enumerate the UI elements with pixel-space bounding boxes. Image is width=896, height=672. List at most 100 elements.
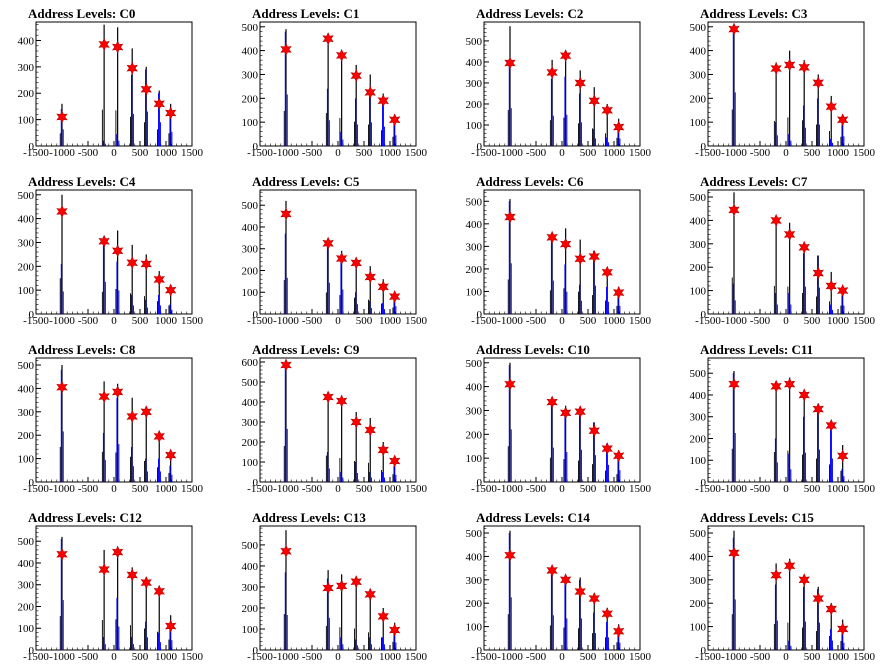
bar-blue-side xyxy=(619,305,621,314)
x-tick-label: 0 xyxy=(783,483,789,495)
bar-black-side xyxy=(144,460,145,482)
y-tick-label: 500 xyxy=(18,536,35,548)
x-tick-label: -1000 xyxy=(49,651,75,663)
peak-marker xyxy=(825,100,837,114)
bar-black-side xyxy=(144,628,145,650)
bar-black xyxy=(830,95,832,146)
bar-black xyxy=(830,271,832,314)
bar-black-side xyxy=(802,627,803,650)
peak-marker xyxy=(56,547,68,561)
bar-blue-side xyxy=(819,124,820,146)
bar-blue-side xyxy=(734,599,736,650)
x-tick-label: 1000 xyxy=(155,651,178,663)
x-tick-label: -1500 xyxy=(695,483,721,495)
bar-black-side xyxy=(787,286,789,314)
peak-marker xyxy=(574,252,586,266)
x-tick-label: 1500 xyxy=(181,651,204,663)
bar-black xyxy=(355,578,357,650)
x-tick-label: -1000 xyxy=(273,483,299,495)
chart-panel: Address Levels: C13 0 100 200 300 400 500 -1500… xyxy=(224,504,448,672)
bar-blue xyxy=(550,78,553,146)
peak-marker xyxy=(98,234,110,248)
bar-blue xyxy=(326,578,329,650)
peak-marker xyxy=(153,97,165,111)
x-tick-label: -1000 xyxy=(721,651,747,663)
peak-marker xyxy=(364,423,376,437)
bar-blue-side xyxy=(619,642,621,650)
bar-black-side xyxy=(592,295,593,314)
x-tick-label: 500 xyxy=(356,651,373,663)
bar-black xyxy=(327,394,329,482)
bar-black-side xyxy=(59,133,61,146)
bar-blue-side xyxy=(147,471,148,482)
chart-title: Address Levels: C10 xyxy=(476,342,590,357)
bar-black-side xyxy=(507,446,509,482)
chart-svg: 0 100 200 300 400 500 -1500 -1000 -500 0 500 1000 15… xyxy=(690,21,876,159)
bar-blue-side xyxy=(552,115,554,146)
bar-blue-side xyxy=(62,600,64,650)
bar-blue-side xyxy=(160,471,161,482)
peak-marker xyxy=(280,207,292,221)
peak-marker xyxy=(588,94,600,108)
bar-black-side xyxy=(130,625,131,650)
bar-black-side xyxy=(578,460,579,482)
bar-blue-side xyxy=(384,309,385,314)
bar-black xyxy=(369,266,371,314)
bar-blue xyxy=(606,286,608,314)
y-tick-label: 300 xyxy=(242,417,259,429)
peak-marker xyxy=(389,290,401,304)
x-tick-label: 1500 xyxy=(853,651,876,663)
bar-blue xyxy=(774,584,777,650)
bar-blue xyxy=(60,109,63,146)
y-tick-label: 500 xyxy=(18,360,35,372)
bar-black-side xyxy=(840,470,842,482)
bar-blue xyxy=(579,93,581,146)
bar-blue-side xyxy=(286,615,288,650)
x-tick-label: -1000 xyxy=(273,147,299,159)
bar-blue-side xyxy=(790,469,792,482)
bar-black xyxy=(355,412,357,482)
x-tick-label: -1000 xyxy=(49,315,75,327)
plot-frame xyxy=(259,21,417,147)
bar-black-side xyxy=(115,619,117,650)
peak-marker xyxy=(322,236,334,250)
bar-black-side xyxy=(392,307,394,314)
x-tick-label: 0 xyxy=(335,315,341,327)
chart-svg: 0 100 200 300 400 -1500 -1000 -500 0 500 1000 1500 xyxy=(18,21,204,159)
x-tick-label: -1500 xyxy=(23,147,49,159)
bar-black-side xyxy=(816,296,817,314)
bar-black-side xyxy=(381,470,382,482)
bar-blue xyxy=(158,458,160,482)
bar-black-side xyxy=(816,631,817,650)
chart-title: Address Levels: C8 xyxy=(28,342,136,357)
bar-black xyxy=(145,411,147,482)
bar-black-side xyxy=(392,136,394,146)
x-tick-label: 1500 xyxy=(405,651,428,663)
bar-blue xyxy=(817,98,819,146)
bar-black-side xyxy=(168,472,170,482)
bar-blue-side xyxy=(62,291,64,314)
bar-black-side xyxy=(101,451,103,482)
peak-marker xyxy=(728,377,740,391)
peak-marker xyxy=(364,270,376,284)
bar-black-side xyxy=(101,291,103,314)
bar-black-side xyxy=(616,305,618,314)
chart-svg: 0 100 200 300 400 500 -1500 -1000 -500 0 500 1000 15… xyxy=(466,357,652,495)
peak-marker xyxy=(322,390,334,404)
x-tick-label: 1500 xyxy=(629,483,652,495)
x-tick-label: 0 xyxy=(111,483,117,495)
bar-blue-side xyxy=(619,470,621,482)
x-tick-label: 1000 xyxy=(155,315,178,327)
bar-black-side xyxy=(578,291,579,314)
bar-black-side xyxy=(354,628,355,650)
y-tick-label: 100 xyxy=(466,453,483,465)
bar-black-side xyxy=(787,622,789,650)
x-tick-label: 1500 xyxy=(853,483,876,495)
x-tick-label: -1000 xyxy=(721,147,747,159)
y-tick-label: 0 xyxy=(701,477,707,489)
bar-blue-side xyxy=(342,477,344,482)
y-tick-label: 500 xyxy=(466,528,483,540)
bar-blue-side xyxy=(734,92,736,146)
peak-marker xyxy=(728,203,740,217)
bar-blue-side xyxy=(510,108,512,146)
